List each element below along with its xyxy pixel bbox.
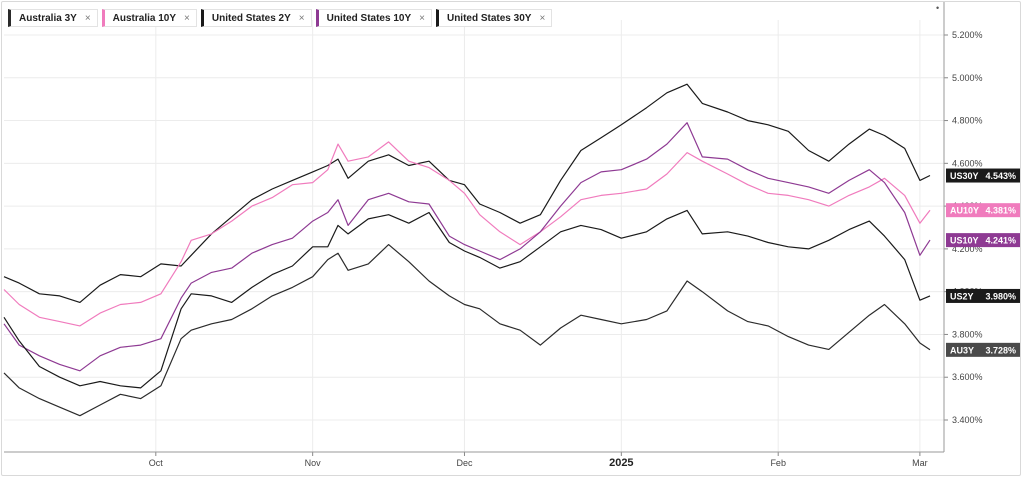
last-value-badge (946, 288, 1020, 303)
last-value-name: AU10Y (950, 206, 979, 216)
legend-label: Australia 3Y (19, 12, 77, 24)
close-icon[interactable]: × (539, 12, 546, 24)
series-line-au10y (3, 141, 931, 327)
legend-label: United States 30Y (446, 12, 532, 24)
y-tick-label: 3.800% (952, 329, 983, 339)
close-icon[interactable]: × (298, 12, 305, 24)
x-tick-label: Oct (149, 458, 164, 468)
x-tick-label: Dec (456, 458, 473, 468)
legend: Australia 3Y × Australia 10Y × United States… (8, 9, 553, 27)
legend-chip-united-states-10y[interactable]: United States 10Y × (315, 9, 432, 27)
close-icon[interactable]: × (184, 12, 190, 24)
legend-chip-australia-10y[interactable]: Australia 10Y × (101, 9, 197, 27)
last-value-number: 4.543% (985, 171, 1016, 181)
x-tick-label: Feb (770, 458, 786, 468)
last-value-name: US30Y (950, 171, 979, 181)
series-line-au3y (3, 244, 931, 417)
last-value-name: US2Y (950, 291, 974, 301)
legend-chip-australia-3y[interactable]: Australia 3Y × (8, 9, 98, 27)
close-icon[interactable]: × (419, 12, 425, 24)
menu-dot-icon[interactable]: • (936, 3, 940, 13)
y-tick-label: 4.600% (952, 158, 983, 168)
legend-label: Australia 10Y (112, 12, 177, 24)
last-value-number: 4.241% (985, 236, 1016, 246)
close-icon[interactable]: × (84, 12, 91, 24)
last-value-number: 3.980% (985, 291, 1016, 301)
y-tick-label: 5.200% (952, 30, 983, 40)
legend-chip-united-states-30y[interactable]: United States 30Y × (435, 9, 553, 27)
y-tick-label: 5.000% (952, 73, 983, 83)
x-tick-label: 2025 (609, 457, 633, 469)
last-value-badge (946, 342, 1020, 357)
last-value-name: AU3Y (950, 345, 974, 355)
x-tick-label: Mar (912, 458, 928, 468)
series-line-us2y (3, 209, 931, 389)
y-tick-label: 3.600% (952, 372, 983, 382)
legend-label: United States 2Y (211, 12, 291, 24)
last-value-badge (946, 233, 1020, 248)
y-tick-label: 4.800% (952, 116, 983, 126)
last-value-badge (946, 168, 1020, 183)
last-value-badge (946, 203, 1020, 218)
last-value-number: 3.728% (985, 345, 1016, 355)
last-value-number: 4.381% (985, 206, 1016, 216)
legend-chip-united-states-2y[interactable]: United States 2Y × (200, 9, 312, 27)
y-tick-label: 3.400% (952, 415, 983, 425)
legend-label: United States 10Y (326, 12, 412, 24)
series-line-us30y (3, 83, 931, 303)
x-tick-label: Nov (305, 458, 322, 468)
series-line-us10y (3, 122, 931, 372)
last-value-name: US10Y (950, 236, 979, 246)
y-tick-label: 4.200% (952, 244, 983, 254)
